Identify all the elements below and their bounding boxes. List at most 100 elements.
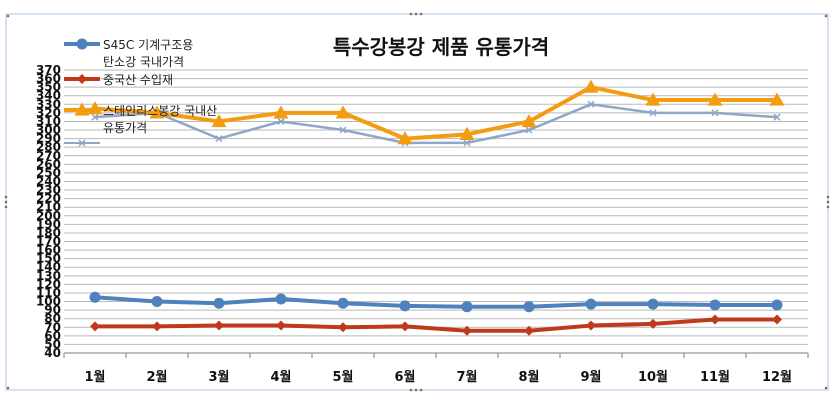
series-1: [90, 314, 782, 336]
x-tick-label: 6월: [394, 369, 415, 385]
data-point: [273, 105, 289, 119]
y-tick-label: 350: [36, 80, 61, 94]
x-tick-label: 5월: [332, 369, 353, 385]
y-tick-label: 270: [36, 149, 61, 163]
data-point: [214, 320, 224, 331]
y-tick-label: 330: [36, 97, 61, 111]
data-point: [149, 105, 165, 119]
legend-label: 유통가격: [103, 121, 147, 135]
data-point: [711, 109, 719, 117]
data-point: [649, 109, 657, 117]
legend-item: [64, 139, 100, 147]
y-tick-label: 60: [44, 329, 61, 343]
data-point: [459, 126, 475, 140]
y-tick-label: 280: [36, 140, 61, 154]
gridlines: [64, 69, 808, 354]
data-point: [90, 321, 100, 332]
data-point: [710, 314, 720, 325]
y-tick-label: 130: [36, 269, 61, 283]
y-tick-label: 120: [36, 277, 61, 291]
y-tick-label: 300: [36, 123, 61, 137]
y-tick-label: 160: [36, 243, 61, 257]
data-point: [91, 113, 99, 121]
data-point: [769, 92, 785, 106]
data-point: [773, 113, 781, 121]
series-line: [94, 103, 778, 145]
data-point: [462, 325, 472, 336]
data-point: [338, 322, 348, 333]
data-point: [213, 297, 225, 309]
data-point: [276, 320, 286, 331]
data-point: [587, 100, 595, 108]
data-point: [400, 321, 410, 332]
y-tick-label: 90: [44, 303, 61, 317]
y-tick-label: 110: [36, 286, 61, 300]
y-tick-label: 360: [36, 72, 61, 86]
x-tick-label: 11월: [700, 369, 730, 385]
y-tick-label: 260: [36, 157, 61, 171]
data-point: [647, 298, 659, 310]
y-tick-label: 40: [44, 346, 61, 360]
data-point: [648, 318, 658, 329]
y-tick-label: 320: [36, 106, 61, 120]
x-tick-label: 3월: [208, 369, 229, 385]
y-tick-label: 100: [36, 295, 61, 309]
data-point: [397, 131, 413, 145]
y-tick-label: 180: [36, 226, 61, 240]
legend-label: 탄소강 국내가격: [103, 55, 184, 69]
legend-swatch-marker: [78, 139, 86, 147]
legend-label: S45C 기계구조용: [103, 38, 193, 52]
y-tick-label: 290: [36, 132, 61, 146]
y-axis: 4050607080901001101201301401501601701801…: [36, 63, 61, 360]
data-point: [524, 325, 534, 336]
x-axis: 1월 2월 3월 4월 5월 6월 7월 8월 9월 10월 11월 12월: [63, 352, 809, 385]
data-point: [585, 298, 597, 310]
y-tick-label: 170: [36, 235, 61, 249]
data-point: [707, 92, 723, 106]
data-point: [772, 314, 782, 325]
series-line: [95, 317, 777, 333]
legend-swatch-marker: [74, 102, 90, 116]
data-point: [215, 135, 223, 143]
legend-swatch-marker: [76, 38, 88, 50]
legend-label: 중국산 수입재: [103, 73, 173, 87]
data-point: [211, 113, 227, 128]
data-point: [277, 117, 285, 125]
data-point: [152, 321, 162, 332]
y-tick-label: 70: [44, 320, 61, 334]
data-point: [771, 299, 783, 311]
data-point: [523, 301, 535, 313]
y-tick-label: 220: [36, 192, 61, 206]
y-tick-label: 80: [44, 312, 61, 326]
x-tick-label: 10월: [638, 369, 668, 385]
series-line: [94, 85, 777, 141]
data-point: [521, 113, 537, 128]
y-tick-label: 370: [36, 63, 61, 77]
legend-item: 중국산 수입재: [64, 73, 173, 87]
data-point: [583, 79, 599, 93]
data-point: [275, 293, 287, 305]
y-tick-label: 250: [36, 166, 61, 180]
data-point: [337, 297, 349, 309]
y-tick-label: 200: [36, 209, 61, 223]
series-0: [89, 291, 783, 313]
data-point: [709, 299, 721, 311]
y-tick-label: 150: [36, 252, 61, 266]
x-tick-label: 12월: [762, 369, 792, 385]
selection-handles[interactable]: [4, 12, 830, 392]
x-tick-label: 1월: [84, 369, 105, 385]
data-point: [586, 320, 596, 331]
data-point: [399, 300, 411, 312]
data-point: [525, 126, 533, 134]
x-tick-label: 8월: [518, 369, 539, 385]
series-3: [91, 100, 781, 147]
y-tick-label: 50: [44, 337, 61, 351]
y-tick-label: 310: [36, 114, 61, 128]
y-tick-label: 340: [36, 89, 61, 103]
x-tick-label: 9월: [580, 369, 601, 385]
